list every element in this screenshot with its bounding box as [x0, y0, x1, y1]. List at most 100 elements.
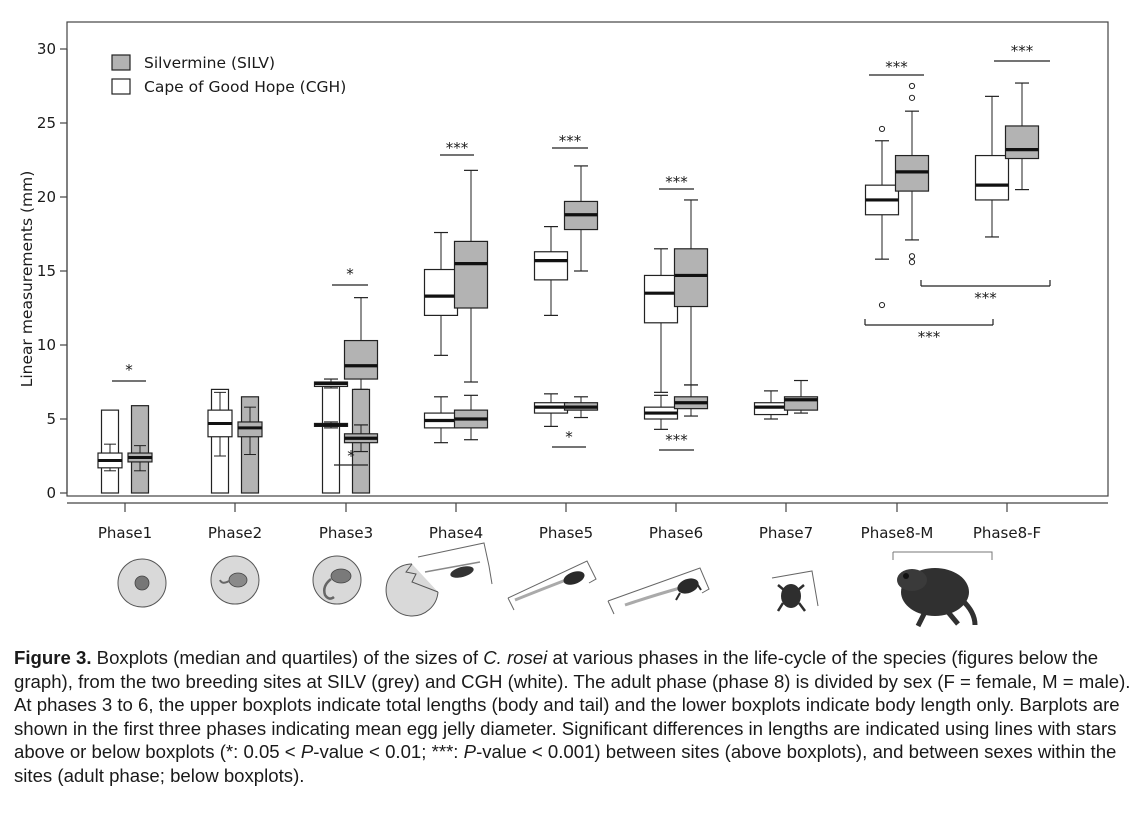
- significance-stars: ***: [918, 328, 941, 346]
- significance-markers: ****** **********************: [112, 42, 1051, 466]
- box-phase5-silv-total: [563, 165, 599, 272]
- adult-frog-icon: [892, 551, 993, 628]
- iqr-box: [533, 251, 569, 281]
- legend-label-cgh: Cape of Good Hope (CGH): [144, 78, 346, 96]
- significance-stars: *: [346, 265, 354, 283]
- x-tick-label: Phase6: [649, 524, 703, 542]
- iqr-box: [673, 248, 709, 308]
- significance-sex-phase8-silv-below: ***: [920, 280, 1051, 307]
- box-phase7-cgh-body: [753, 390, 789, 420]
- significance-stars: ***: [665, 173, 688, 191]
- significance-site-phase6-below: ***: [659, 431, 694, 451]
- significance-site-phase6-above: ***: [659, 173, 694, 191]
- froglet-icon: [771, 570, 819, 612]
- significance-site-phase4-above: ***: [440, 139, 474, 157]
- y-tick-label: 0: [46, 484, 56, 502]
- significance-stars: ***: [1011, 42, 1034, 60]
- significance-sex-phase8-cgh-below: ***: [864, 319, 994, 346]
- iqr-box: [343, 339, 379, 380]
- significance-stars: ***: [974, 289, 997, 307]
- y-tick-label: 20: [37, 188, 56, 206]
- legend-label-silv: Silvermine (SILV): [144, 54, 275, 72]
- boxplot-figure: 0 5 10 15 20 25 30 Linear measurements (mm) Ph…: [18, 21, 1109, 628]
- life-cycle-illustrations: [117, 542, 993, 628]
- box-phase7-silv-body: [783, 379, 819, 414]
- bar-phase3-cgh: [321, 384, 341, 494]
- iqr-box: [423, 268, 459, 316]
- significance-site-phase5-below: *: [552, 428, 586, 448]
- x-axis: Phase1 Phase2 Phase3 Phase4 Phase5 Phase6 Phas…: [67, 502, 1108, 542]
- x-tick-label: Phase7: [759, 524, 813, 542]
- tadpole-icon: [507, 560, 597, 611]
- caption-text-3: -value < 0.01; ***:: [313, 741, 464, 763]
- box-phase6-silv-body: [673, 384, 709, 417]
- iqr-box: [453, 240, 489, 309]
- box-phase5-cgh-total: [533, 226, 569, 316]
- x-tick-label: Phase5: [539, 524, 593, 542]
- box-phase6-silv-total: [673, 199, 709, 386]
- y-tick-label: 10: [37, 336, 56, 354]
- box-phase5-cgh-body: [533, 393, 569, 427]
- iqr-box: [643, 274, 679, 324]
- caption-label: Figure 3.: [14, 647, 92, 668]
- significance-stars: ***: [885, 58, 908, 76]
- x-tick-label: Phase3: [319, 524, 373, 542]
- x-tick-label: Phase8-F: [973, 524, 1041, 542]
- embryo-icon: [210, 555, 260, 605]
- egg-icon: [117, 558, 167, 608]
- iqr-box: [1004, 125, 1040, 160]
- y-tick-label: 30: [37, 40, 56, 58]
- box-phase6-cgh-total: [643, 248, 679, 393]
- caption-text-2: at various phases in the life-cycle of t…: [14, 647, 1131, 763]
- bar: [321, 384, 341, 494]
- box-phase6-cgh-body: [643, 394, 679, 430]
- x-tick-label: Phase8-M: [861, 524, 934, 542]
- legend-swatch-silv: [111, 54, 131, 71]
- outlier-point: [908, 82, 916, 90]
- box-phase3-cgh-total: [313, 378, 349, 389]
- box-phase4-cgh-total: [423, 231, 459, 356]
- x-tick-label: Phase2: [208, 524, 262, 542]
- outlier-point: [908, 259, 916, 266]
- significance-site-phase8-f-above: ***: [994, 42, 1050, 62]
- x-tick-label: Phase1: [98, 524, 152, 542]
- y-axis-label: Linear measurements (mm): [18, 171, 36, 388]
- significance-stars: *: [565, 428, 573, 446]
- outlier-point: [878, 125, 886, 133]
- significance-site-phase5-above: ***: [552, 132, 588, 150]
- x-tick-label: Phase4: [429, 524, 483, 542]
- outlier-point: [908, 94, 916, 101]
- significance-site-phase3-below: *: [334, 447, 368, 466]
- significance-site-phase3-above: *: [332, 265, 368, 286]
- outlier-point: [878, 301, 886, 309]
- box-phase4-silv-total: [453, 169, 489, 383]
- caption-p-1: P: [300, 741, 314, 763]
- box-phase3-silv-total: [343, 297, 379, 390]
- box-phase4-cgh-body: [423, 396, 459, 444]
- y-axis: 0 5 10 15 20 25 30: [37, 40, 68, 502]
- significance-stars: ***: [559, 132, 582, 150]
- y-tick-label: 25: [37, 114, 56, 132]
- box-phase3-cgh-body: [313, 421, 349, 429]
- limbed-tadpole-icon: [607, 567, 710, 615]
- significance-stars: *: [347, 447, 355, 465]
- significance-stars: ***: [446, 139, 469, 157]
- significance-site-phase8-m-above: ***: [869, 58, 924, 76]
- bar-phase1-cgh: [97, 409, 123, 494]
- curled-embryo-icon: [312, 555, 362, 605]
- box-phase8-f-cgh-body: [974, 95, 1010, 238]
- box-phase3-silv-body: [343, 424, 379, 453]
- significance-stars: *: [125, 361, 133, 379]
- significance-site-phase1-above: *: [112, 361, 146, 382]
- bar-phase2-silv: [237, 396, 263, 494]
- caption-species: C. rosei: [483, 647, 548, 668]
- box-phase4-silv-body: [453, 394, 489, 441]
- bar-phase2-cgh: [207, 388, 233, 494]
- box-phase8-m-cgh-body: [864, 125, 900, 309]
- box-phase8-f-silv-body: [1004, 82, 1040, 191]
- legend: Silvermine (SILV) Cape of Good Hope (CGH…: [111, 54, 346, 96]
- box-phase5-silv-body: [563, 396, 599, 419]
- caption-text-4: -value < 0.001) between sites (above box…: [14, 741, 1117, 786]
- figure-caption: Figure 3. Boxplots (median and quartiles…: [14, 646, 1138, 788]
- y-tick-label: 5: [46, 410, 56, 428]
